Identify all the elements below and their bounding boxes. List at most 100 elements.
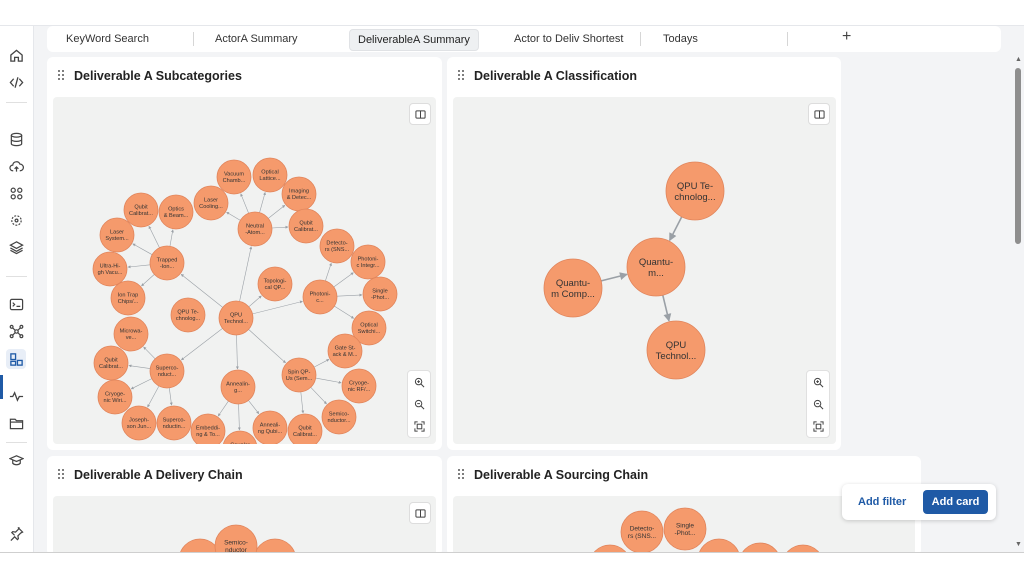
graph-node[interactable]: Cryoge-nic RF/... (341, 368, 377, 404)
scrollbar-thumb[interactable] (1015, 68, 1021, 244)
graph-node[interactable]: Qubit Calibrat... (287, 413, 323, 444)
graph-canvas[interactable]: Detecto-rs (SNS... Single -Phot... (453, 496, 915, 556)
graph-node[interactable]: Cryoge-nic Wiri... (97, 379, 133, 415)
classification-graph[interactable]: QPU Te-chnolog... Quantu-m... Quantu-m Com… (453, 97, 836, 444)
graph-edge (662, 295, 672, 322)
zoom-in-icon[interactable] (809, 373, 827, 391)
graph-node[interactable]: Superco-nduct... (149, 353, 185, 389)
graph-node[interactable]: Joseph-son Jun... (121, 405, 157, 441)
fit-view-icon[interactable] (809, 417, 827, 435)
graph-node[interactable]: Coupler/Chim... (223, 430, 257, 444)
graph-node[interactable]: Vacuum Chamb... (216, 159, 252, 195)
graph-node[interactable]: Microwa-ve... (113, 316, 149, 352)
add-tab-button[interactable]: + (842, 28, 852, 45)
activity-icon[interactable] (6, 386, 26, 406)
graph-node[interactable] (253, 538, 297, 556)
target-icon[interactable] (6, 210, 26, 230)
home-icon[interactable] (6, 45, 26, 65)
graph-edge (237, 403, 241, 431)
fit-view-icon[interactable] (410, 417, 428, 435)
graph-node[interactable]: Trapped -Ion... (149, 245, 185, 281)
subcategories-graph[interactable]: QPU Technol... Neutral -Atom... Trapped -Ion.… (53, 97, 436, 444)
graph-node-label: QPU Technol... (224, 313, 248, 325)
code-icon[interactable] (6, 72, 26, 92)
integrations-icon[interactable] (6, 183, 26, 203)
graph-node[interactable]: Laser Cooling... (193, 185, 229, 221)
delivery-graph[interactable]: Semico-nductor (53, 496, 436, 556)
sourcing-graph[interactable]: Detecto-rs (SNS... Single -Phot... (453, 496, 915, 556)
pin-icon[interactable] (6, 523, 26, 543)
graph-node[interactable]: Ion Trap Chips/... (110, 280, 146, 316)
database-icon[interactable] (6, 129, 26, 149)
graph-node[interactable]: QPU Te-chnolog... (170, 297, 206, 333)
graph-node[interactable]: Qubit Calibrat... (288, 208, 324, 244)
graph-node[interactable]: Quantu-m... (626, 237, 686, 297)
graph-edge (668, 216, 683, 242)
cloud-upload-icon[interactable] (6, 156, 26, 176)
dashboard-icon[interactable] (6, 349, 26, 369)
terminal-icon[interactable] (6, 294, 26, 314)
graph-canvas[interactable]: QPU Technol... Neutral -Atom... Trapped -Ion.… (53, 97, 436, 444)
graph-node[interactable]: Optical Lattice... (252, 157, 288, 193)
graph-node[interactable]: Qubit Calibrat... (93, 345, 129, 381)
graph-node[interactable]: Topologi-cal QP... (257, 266, 293, 302)
drag-handle-icon[interactable] (58, 70, 66, 82)
zoom-out-icon[interactable] (809, 395, 827, 413)
graph-node[interactable]: Laser System... (99, 217, 135, 253)
tab-deliverablea-summary[interactable]: DeliverableA Summary (349, 29, 479, 51)
tab-keyword-search[interactable]: KeyWord Search (66, 33, 149, 45)
drag-handle-icon[interactable] (58, 469, 66, 481)
graph-node[interactable]: Single -Phot... (362, 276, 398, 312)
graph-node[interactable]: Ultra-Hi-gh Vacu... (92, 251, 128, 287)
graph-node[interactable]: Detecto-rs (SNS... (319, 228, 355, 264)
drag-handle-icon[interactable] (458, 469, 466, 481)
graph-node[interactable]: QPU Technol... (646, 320, 706, 380)
graph-node[interactable]: Superco-nductin... (156, 405, 192, 441)
graph-node[interactable]: Semico-nductor (214, 524, 258, 556)
graph-edge (148, 225, 160, 248)
graph-node[interactable]: QPU Technol... (218, 300, 254, 336)
drag-handle-icon[interactable] (458, 70, 466, 82)
graph-node-label: Trapped -Ion... (157, 258, 178, 270)
graph-node[interactable]: Single -Phot... (663, 507, 707, 551)
folder-icon[interactable] (6, 413, 26, 433)
graph-canvas[interactable]: Semico-nductor (53, 496, 436, 556)
tab-actor-to-deliv-shortest[interactable]: Actor to Deliv Shortest (514, 33, 624, 45)
graph-node[interactable]: Imaging & Detec... (281, 176, 317, 212)
tab-actora-summary[interactable]: ActorA Summary (215, 33, 298, 45)
zoom-out-icon[interactable] (410, 395, 428, 413)
graph-node[interactable]: Optics & Beam... (158, 194, 194, 230)
graph-node[interactable]: Gate St-ack & M... (327, 333, 363, 369)
graph-node[interactable]: QPU Te-chnolog... (665, 161, 725, 221)
tab-todays[interactable]: Todays (663, 33, 698, 45)
card-deliverable-a-subcategories: Deliverable A Subcategories QPU Technol..… (47, 57, 442, 450)
graph-node[interactable]: Semico-nductor... (321, 399, 357, 435)
graph-node[interactable] (697, 538, 741, 556)
graph-node-label: Semico-nductor (224, 540, 248, 554)
graph-node[interactable]: Photoni-c Integr... (350, 244, 386, 280)
graph-canvas[interactable]: QPU Te-chnolog... Quantu-m... Quantu-m Com… (453, 97, 836, 444)
graph-node[interactable]: Neutral -Atom... (237, 211, 273, 247)
panel-toggle-icon[interactable] (808, 103, 830, 125)
graph-icon[interactable] (6, 321, 26, 341)
graph-node[interactable]: Quantu-m Comp... (543, 258, 603, 318)
graph-node[interactable] (178, 538, 222, 556)
add-filter-button[interactable]: Add filter (858, 496, 907, 508)
graph-node[interactable]: Spin QP-Us (Sem... (281, 357, 317, 393)
graph-node[interactable]: Detecto-rs (SNS... (620, 510, 664, 554)
graph-node[interactable]: Photoni-c... (302, 279, 338, 315)
graph-edge (315, 377, 342, 384)
add-card-button[interactable]: Add card (923, 490, 988, 514)
graph-node[interactable]: Embeddi-ng & To... (190, 413, 226, 444)
learn-icon[interactable] (6, 450, 26, 470)
graph-node[interactable]: Anneali-ng Qubi... (252, 410, 288, 444)
layers-icon[interactable] (6, 237, 26, 257)
graph-node-label: Ion Trap Chips/... (118, 293, 139, 305)
graph-node[interactable]: Annealin-g... (220, 369, 256, 405)
vertical-scrollbar[interactable]: ▲ ▼ (1013, 55, 1024, 552)
graph-node[interactable]: Qubit Calibrat... (123, 192, 159, 228)
panel-toggle-icon[interactable] (409, 502, 431, 524)
panel-toggle-icon[interactable] (409, 103, 431, 125)
zoom-in-icon[interactable] (410, 373, 428, 391)
graph-node[interactable]: Optical Switchi... (351, 310, 387, 346)
